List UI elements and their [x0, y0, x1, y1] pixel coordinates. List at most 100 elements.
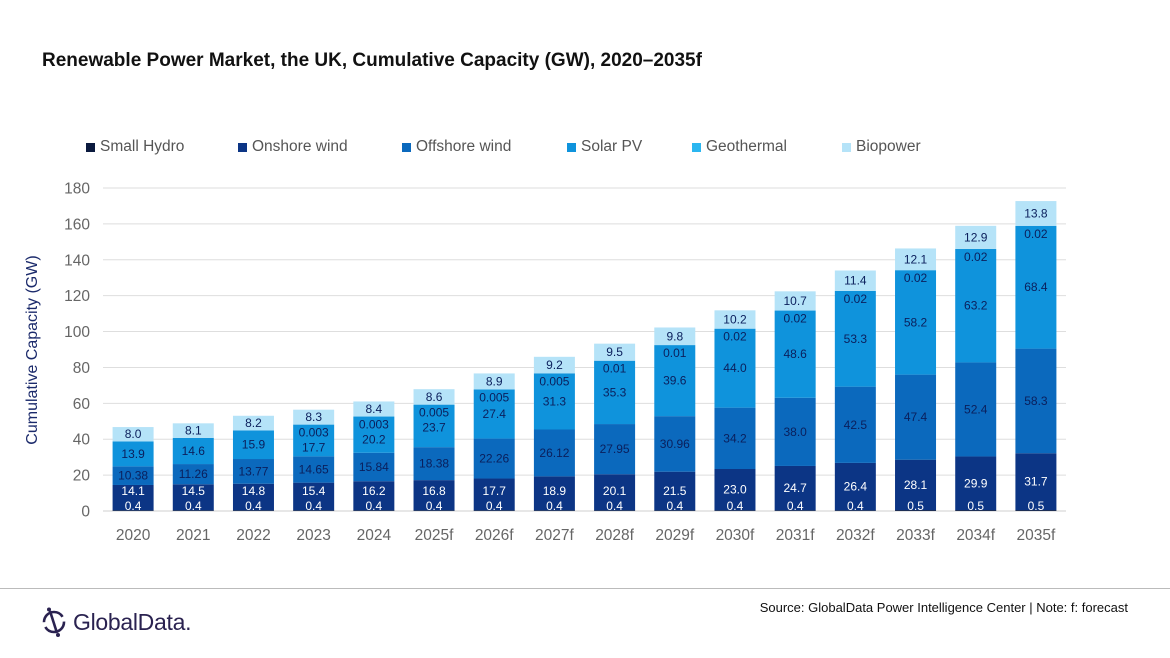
data-label-small-hydro: 0.4 [426, 499, 443, 513]
legend-swatch [692, 142, 701, 152]
bar-segment-solar-pv [293, 424, 335, 457]
bar-segment-offshore-wind [232, 459, 274, 484]
y-tick-label: 40 [73, 432, 91, 449]
x-tick-label: 2035f [1017, 527, 1056, 544]
data-label-offshore-wind: 26.12 [539, 446, 569, 460]
data-label-solar-pv: 48.6 [783, 347, 807, 361]
bar-segment-solar-pv [834, 291, 876, 387]
x-tick-label: 2021 [176, 527, 210, 544]
data-label-small-hydro: 0.4 [366, 499, 383, 513]
data-label-onshore-wind: 20.1 [603, 484, 627, 498]
data-label-small-hydro: 0.4 [606, 499, 623, 513]
data-label-onshore-wind: 26.4 [844, 480, 868, 494]
stacked-bar-chart: 0204060801001201401601800.414.110.3813.9… [64, 181, 1066, 544]
bar-segment-offshore-wind [293, 456, 335, 483]
data-label-small-hydro: 0.5 [1028, 499, 1045, 513]
bar-segment-solar-pv [594, 360, 636, 425]
x-tick-label: 2032f [836, 527, 875, 544]
y-tick-label: 160 [64, 216, 90, 233]
bar-segment-small-hydro [232, 510, 274, 511]
data-label-biopower: 8.3 [305, 410, 322, 424]
bar-segment-offshore-wind [112, 466, 154, 485]
y-tick-label: 140 [64, 252, 90, 269]
bar-segment-offshore-wind [834, 386, 876, 463]
x-tick-label: 2026f [475, 527, 514, 544]
legend-item-solar-pv: Solar PV [567, 138, 642, 156]
data-label-solar-pv: 68.4 [1024, 280, 1048, 294]
bar-segment-biopower [293, 409, 335, 425]
x-tick-label: 2023 [296, 527, 330, 544]
legend-label: Geothermal [706, 138, 787, 155]
bar-segment-small-hydro [473, 510, 515, 511]
data-label-solar-pv: 27.4 [483, 407, 507, 421]
bar-segment-biopower [112, 427, 154, 442]
bar-segment-solar-pv [1015, 225, 1057, 349]
data-label-geothermal: 0.01 [663, 346, 687, 360]
bar-segment-biopower [955, 225, 997, 249]
data-label-biopower: 9.5 [606, 345, 623, 359]
data-label-biopower: 9.2 [546, 358, 563, 372]
data-label-biopower: 11.4 [844, 274, 867, 288]
globaldata-logo-icon [42, 607, 66, 637]
data-label-offshore-wind: 22.26 [479, 452, 509, 466]
x-tick-label: 2025f [415, 527, 454, 544]
data-label-biopower: 10.7 [783, 294, 807, 308]
bar-segment-biopower [473, 373, 515, 390]
bar-segment-small-hydro [654, 510, 696, 511]
bar-segment-offshore-wind [774, 397, 816, 466]
bar-segment-onshore-wind [774, 465, 816, 511]
bar-segment-small-hydro [172, 510, 214, 511]
bar-segment-offshore-wind [714, 407, 756, 470]
legend-item-offshore-wind: Offshore wind [402, 138, 511, 156]
data-label-biopower: 9.8 [666, 329, 683, 343]
bar-segment-offshore-wind [955, 362, 997, 457]
data-label-geothermal: 0.005 [479, 390, 509, 404]
bar-segment-solar-pv [895, 270, 937, 375]
bar-segment-small-hydro [112, 510, 154, 511]
bar-segment-solar-pv [714, 328, 756, 408]
data-label-offshore-wind: 15.84 [359, 460, 389, 474]
bar-segment-solar-pv [413, 404, 455, 448]
bar-segment-biopower [594, 343, 636, 361]
data-label-offshore-wind: 58.3 [1024, 394, 1048, 408]
data-label-solar-pv: 35.3 [603, 385, 627, 399]
data-label-small-hydro: 0.5 [907, 499, 924, 513]
data-label-geothermal: 0.003 [359, 418, 389, 432]
data-label-biopower: 8.4 [366, 402, 383, 416]
bar-segment-solar-pv [533, 373, 575, 430]
legend-item-onshore-wind: Onshore wind [238, 138, 348, 156]
data-label-offshore-wind: 42.5 [844, 418, 868, 432]
bar-segment-offshore-wind [413, 447, 455, 481]
data-label-solar-pv: 58.2 [904, 315, 928, 329]
x-tick-label: 2029f [655, 527, 694, 544]
legend-label: Onshore wind [252, 138, 348, 155]
data-label-onshore-wind: 31.7 [1024, 475, 1048, 489]
data-label-onshore-wind: 16.2 [362, 484, 386, 498]
data-label-small-hydro: 0.4 [486, 499, 503, 513]
bar-segment-offshore-wind [594, 424, 636, 475]
bar-segment-small-hydro [774, 510, 816, 511]
data-label-biopower: 12.1 [904, 252, 928, 266]
bar-segment-biopower [413, 389, 455, 405]
bar-segment-onshore-wind [232, 483, 274, 511]
bar-segment-onshore-wind [533, 476, 575, 511]
bar-segment-onshore-wind [112, 484, 154, 511]
y-tick-label: 20 [73, 468, 91, 485]
y-tick-label: 60 [73, 396, 91, 413]
globaldata-logo: GlobalData. [40, 606, 191, 638]
data-label-onshore-wind: 23.0 [723, 483, 747, 497]
x-tick-label: 2031f [776, 527, 815, 544]
bar-segment-biopower [172, 423, 214, 438]
bar-segment-onshore-wind [955, 456, 997, 511]
x-tick-label: 2024 [357, 527, 392, 544]
bar-segment-offshore-wind [533, 429, 575, 477]
data-label-biopower: 8.6 [426, 390, 443, 404]
data-label-small-hydro: 0.4 [847, 499, 864, 513]
data-label-small-hydro: 0.4 [245, 499, 262, 513]
data-label-small-hydro: 0.4 [546, 499, 563, 513]
legend-swatch [567, 142, 576, 152]
data-label-onshore-wind: 17.7 [483, 484, 507, 498]
data-label-solar-pv: 15.9 [242, 438, 266, 452]
legend-swatch [86, 142, 95, 152]
data-label-small-hydro: 0.4 [787, 499, 804, 513]
